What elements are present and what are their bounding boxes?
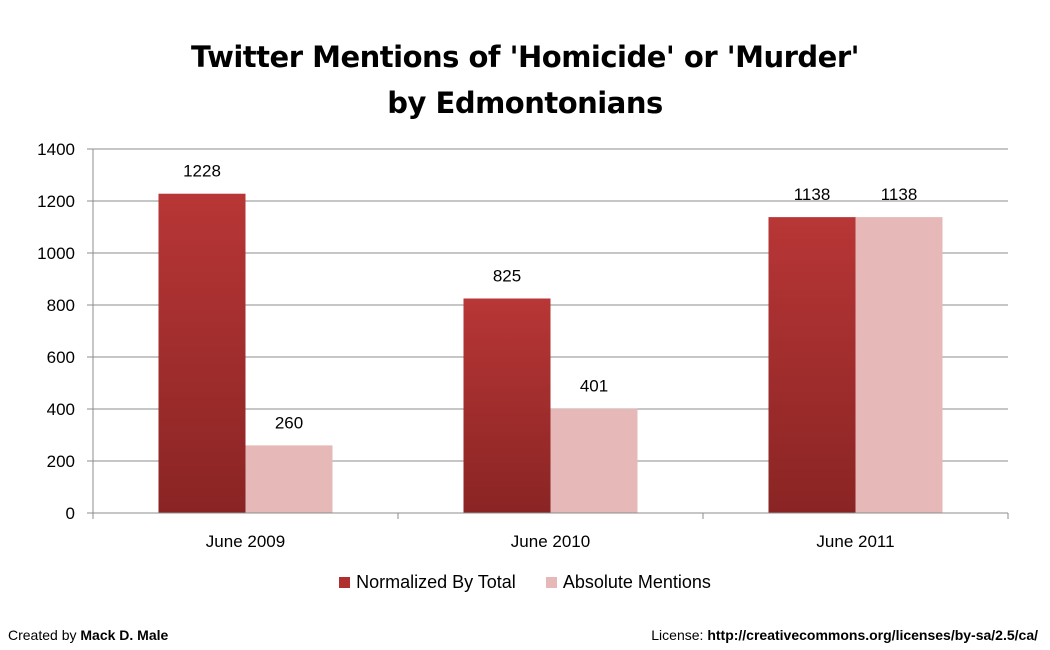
- chart-title-line-2: by Edmontonians: [387, 86, 663, 120]
- axes: [87, 148, 1009, 519]
- data-label: 260: [275, 413, 303, 432]
- legend-label-normalized: Normalized By Total: [356, 572, 516, 592]
- chart-title-line-1: Twitter Mentions of 'Homicide' or 'Murde…: [190, 40, 860, 74]
- data-label: 401: [580, 377, 608, 396]
- legend-item-absolute: Absolute Mentions: [545, 572, 711, 593]
- bar-normalized: [768, 217, 856, 513]
- legend-swatch-normalized: [339, 577, 351, 588]
- legend-swatch-absolute: [545, 577, 557, 588]
- bar-normalized: [463, 298, 551, 513]
- data-label: 1138: [794, 185, 831, 204]
- x-tick-label: June 2010: [511, 532, 590, 551]
- data-label: 1228: [183, 162, 221, 181]
- bar-normalized: [158, 193, 246, 513]
- footer-credit: Created by Mack D. Male: [8, 627, 168, 643]
- legend-item-normalized: Normalized By Total: [339, 572, 516, 593]
- y-tick-label: 0: [66, 504, 75, 523]
- license-prefix: License:: [651, 627, 708, 643]
- y-tick-label: 1200: [37, 192, 75, 211]
- y-tick-label: 1400: [37, 140, 75, 159]
- y-tick-label: 200: [47, 452, 75, 471]
- x-tick-label: June 2011: [816, 532, 894, 551]
- credit-author: Mack D. Male: [80, 627, 169, 643]
- bar-absolute: [855, 217, 943, 513]
- y-tick-label: 400: [47, 400, 75, 419]
- y-tick-label: 1000: [37, 244, 75, 263]
- x-tick-label: June 2009: [206, 532, 285, 551]
- y-tick-label: 600: [47, 348, 75, 367]
- data-label: 825: [493, 267, 521, 286]
- legend: Normalized By Total Absolute Mentions: [0, 572, 1050, 593]
- license-url: http://creativecommons.org/licenses/by-s…: [707, 627, 1038, 643]
- bars: [158, 193, 943, 513]
- labels: 0 200 400 600 800 1000 1200 1400 June 2009 1228 26…: [37, 140, 917, 551]
- bar-absolute: [245, 445, 333, 513]
- legend-label-absolute: Absolute Mentions: [562, 572, 711, 592]
- footer-license: License: http://creativecommons.org/lice…: [651, 627, 1038, 643]
- bar-absolute: [550, 408, 638, 513]
- y-tick-label: 800: [47, 296, 75, 315]
- data-label: 1138: [881, 185, 918, 204]
- credit-prefix: Created by: [8, 627, 81, 643]
- chart-title: Twitter Mentions of 'Homicide' or 'Murde…: [0, 34, 1050, 126]
